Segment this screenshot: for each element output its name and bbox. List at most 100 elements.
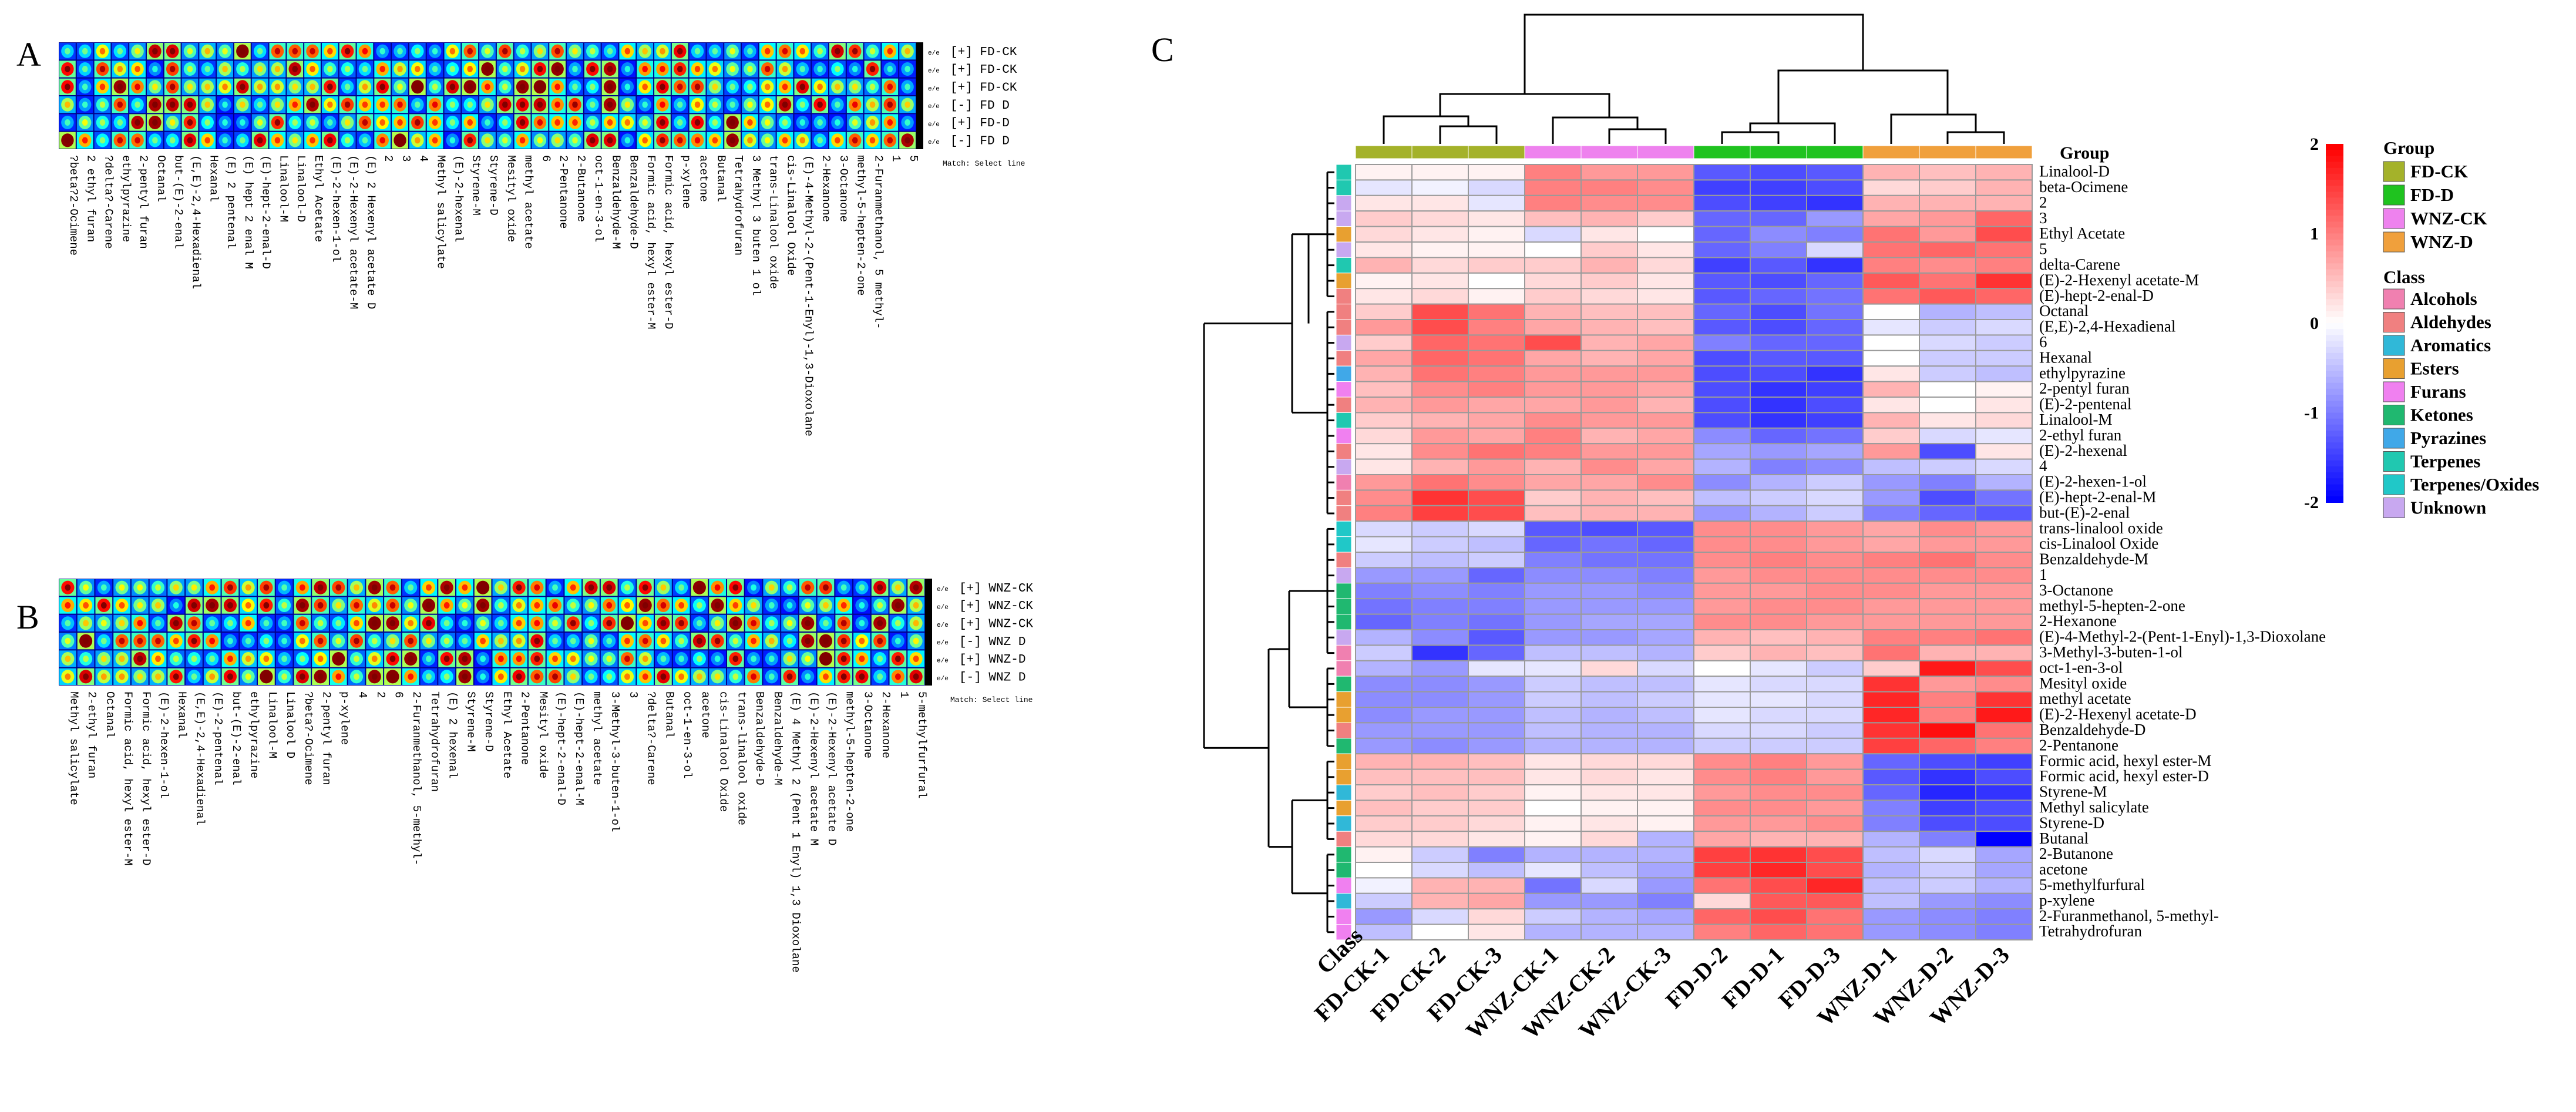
gallery-spot-core: [694, 101, 701, 108]
gallery-spot-core: [497, 673, 504, 680]
heatmap-cell: [1524, 707, 1582, 724]
color-scale-step: [2326, 239, 2343, 246]
heatmap-cell: [1919, 691, 1976, 708]
heatmap-cell: [1637, 443, 1694, 460]
heatmap-cell: [1975, 644, 2033, 661]
heatmap-cell: [1693, 582, 1751, 600]
gallery-spot-core: [869, 48, 876, 55]
heatmap-cell: [1750, 179, 1807, 196]
heatmap-cell: [1580, 552, 1638, 569]
gallery-spot-core: [570, 637, 576, 644]
panel-b-cells: [59, 579, 924, 685]
heatmap-row-label: (E)-2-pentenal: [2039, 395, 2131, 413]
gallery-spot-core: [415, 66, 421, 72]
class-bar-cell: [1336, 350, 1352, 367]
heatmap-cell: [1411, 815, 1469, 832]
heatmap-cell: [1524, 350, 1582, 367]
heatmap-cell: [1693, 458, 1751, 475]
heatmap-cell: [1468, 582, 1525, 600]
panel-b-column-labels: Methyl salicylate 2-ethyl furan Octanal For…: [67, 691, 928, 973]
heatmap-cell: [1524, 552, 1582, 569]
gallery-row-id: e/e: [928, 68, 940, 75]
heatmap-cell: [1411, 474, 1469, 491]
heatmap-cell: [1524, 768, 1582, 785]
class-bar-cell: [1336, 738, 1352, 754]
gallery-spot-core: [606, 673, 613, 680]
gallery-spot-core: [572, 119, 578, 126]
gallery-column-label: but-(E)-2-enal: [230, 691, 243, 785]
heatmap-cell: [1806, 815, 1864, 832]
gallery-spot-core: [137, 656, 143, 662]
heatmap-cell: [1637, 691, 1694, 708]
gallery-spot-core: [852, 66, 858, 72]
color-scale-step: [2326, 418, 2343, 425]
color-scale-step: [2326, 466, 2343, 473]
heatmap-cell: [1637, 536, 1694, 553]
gallery-spot-core: [678, 656, 685, 662]
heatmap-cell: [1693, 846, 1751, 863]
heatmap-cell: [1806, 660, 1864, 677]
heatmap-cell: [1580, 443, 1638, 460]
gallery-spot-core: [362, 137, 368, 144]
color-scale-step: [2326, 311, 2343, 318]
heatmap-row-label: Styrene-M: [2039, 783, 2107, 801]
heatmap-cell: [1468, 350, 1525, 367]
gallery-spot-core: [152, 66, 158, 72]
class-annotation-bar: [1336, 164, 1352, 940]
column-dendrogram: [1383, 14, 2005, 144]
heatmap-column-label: FD-D-1: [1717, 942, 1789, 1014]
gallery-spot-core: [310, 101, 315, 108]
gallery-spot-core: [99, 101, 106, 108]
panel-a-gallery-plot: [+] FD-CKe/e[+] FD-CKe/e[+] FD-CKe/e[-] …: [59, 42, 1025, 436]
heatmap-cell: [1580, 520, 1638, 537]
heatmap-cell: [1862, 691, 1920, 708]
gallery-spot-core: [502, 137, 508, 144]
gallery-column-label: 4: [356, 691, 369, 698]
class-legend-swatch: [2383, 405, 2405, 425]
gallery-spot-core: [642, 83, 648, 90]
heatmap-cell: [1975, 241, 2033, 258]
heatmap-cell: [1355, 644, 1413, 661]
heatmap-row-label: (E)-hept-2-enal-D: [2039, 287, 2154, 304]
gallery-spot-core: [335, 656, 342, 662]
heatmap-cell: [1355, 272, 1413, 290]
heatmap-row-label: (E)-2-hexenal: [2039, 442, 2127, 459]
heatmap-cell: [1693, 892, 1751, 910]
heatmap-cell: [1806, 164, 1864, 181]
class-bar-cell: [1336, 862, 1352, 878]
heatmap-cell: [1806, 319, 1864, 336]
gallery-spot-core: [449, 48, 456, 55]
heatmap-cell: [1806, 427, 1864, 445]
heatmap-cell: [1862, 644, 1920, 661]
heatmap-cell: [1355, 582, 1413, 600]
gallery-spot-core: [317, 602, 324, 609]
color-scale-step: [2326, 180, 2343, 187]
heatmap-cell: [1750, 676, 1807, 693]
gallery-column-label: 2-ethyl furan: [85, 691, 98, 778]
gallery-spot-core: [835, 66, 840, 72]
gallery-spot-core: [732, 637, 739, 644]
gallery-spot-core: [426, 620, 432, 627]
gallery-spot-core: [570, 620, 576, 627]
gallery-spot-core: [537, 119, 543, 126]
panel-b-row-labels: [+] WNZ-CKe/e[+] WNZ-CKe/e[+] WNZ-CKe/e[…: [937, 582, 1033, 685]
gallery-spot-core: [677, 83, 683, 90]
gallery-spot-core: [169, 137, 176, 144]
gallery-row-id: e/e: [937, 604, 949, 612]
gallery-spot-core: [371, 656, 378, 662]
gallery-spot-core: [823, 637, 829, 644]
heatmap-cell: [1468, 660, 1525, 677]
gallery-spot-core: [607, 119, 613, 126]
gallery-spot-core: [245, 602, 251, 609]
heatmap-cell: [1806, 676, 1864, 693]
class-bar-cell: [1336, 334, 1352, 351]
heatmap-row-label: 2-Hexanone: [2039, 612, 2117, 630]
heatmap-cell: [1693, 831, 1751, 848]
gallery-spot-core: [299, 637, 305, 644]
gallery-spot-core: [660, 101, 665, 108]
gallery-column-label: 5: [907, 155, 920, 162]
gallery-column-label: 1: [889, 155, 902, 162]
heatmap-cell: [1524, 319, 1582, 336]
gallery-spot-core: [100, 584, 107, 591]
heatmap-row-label: but-(E)-2-enal: [2039, 503, 2130, 521]
